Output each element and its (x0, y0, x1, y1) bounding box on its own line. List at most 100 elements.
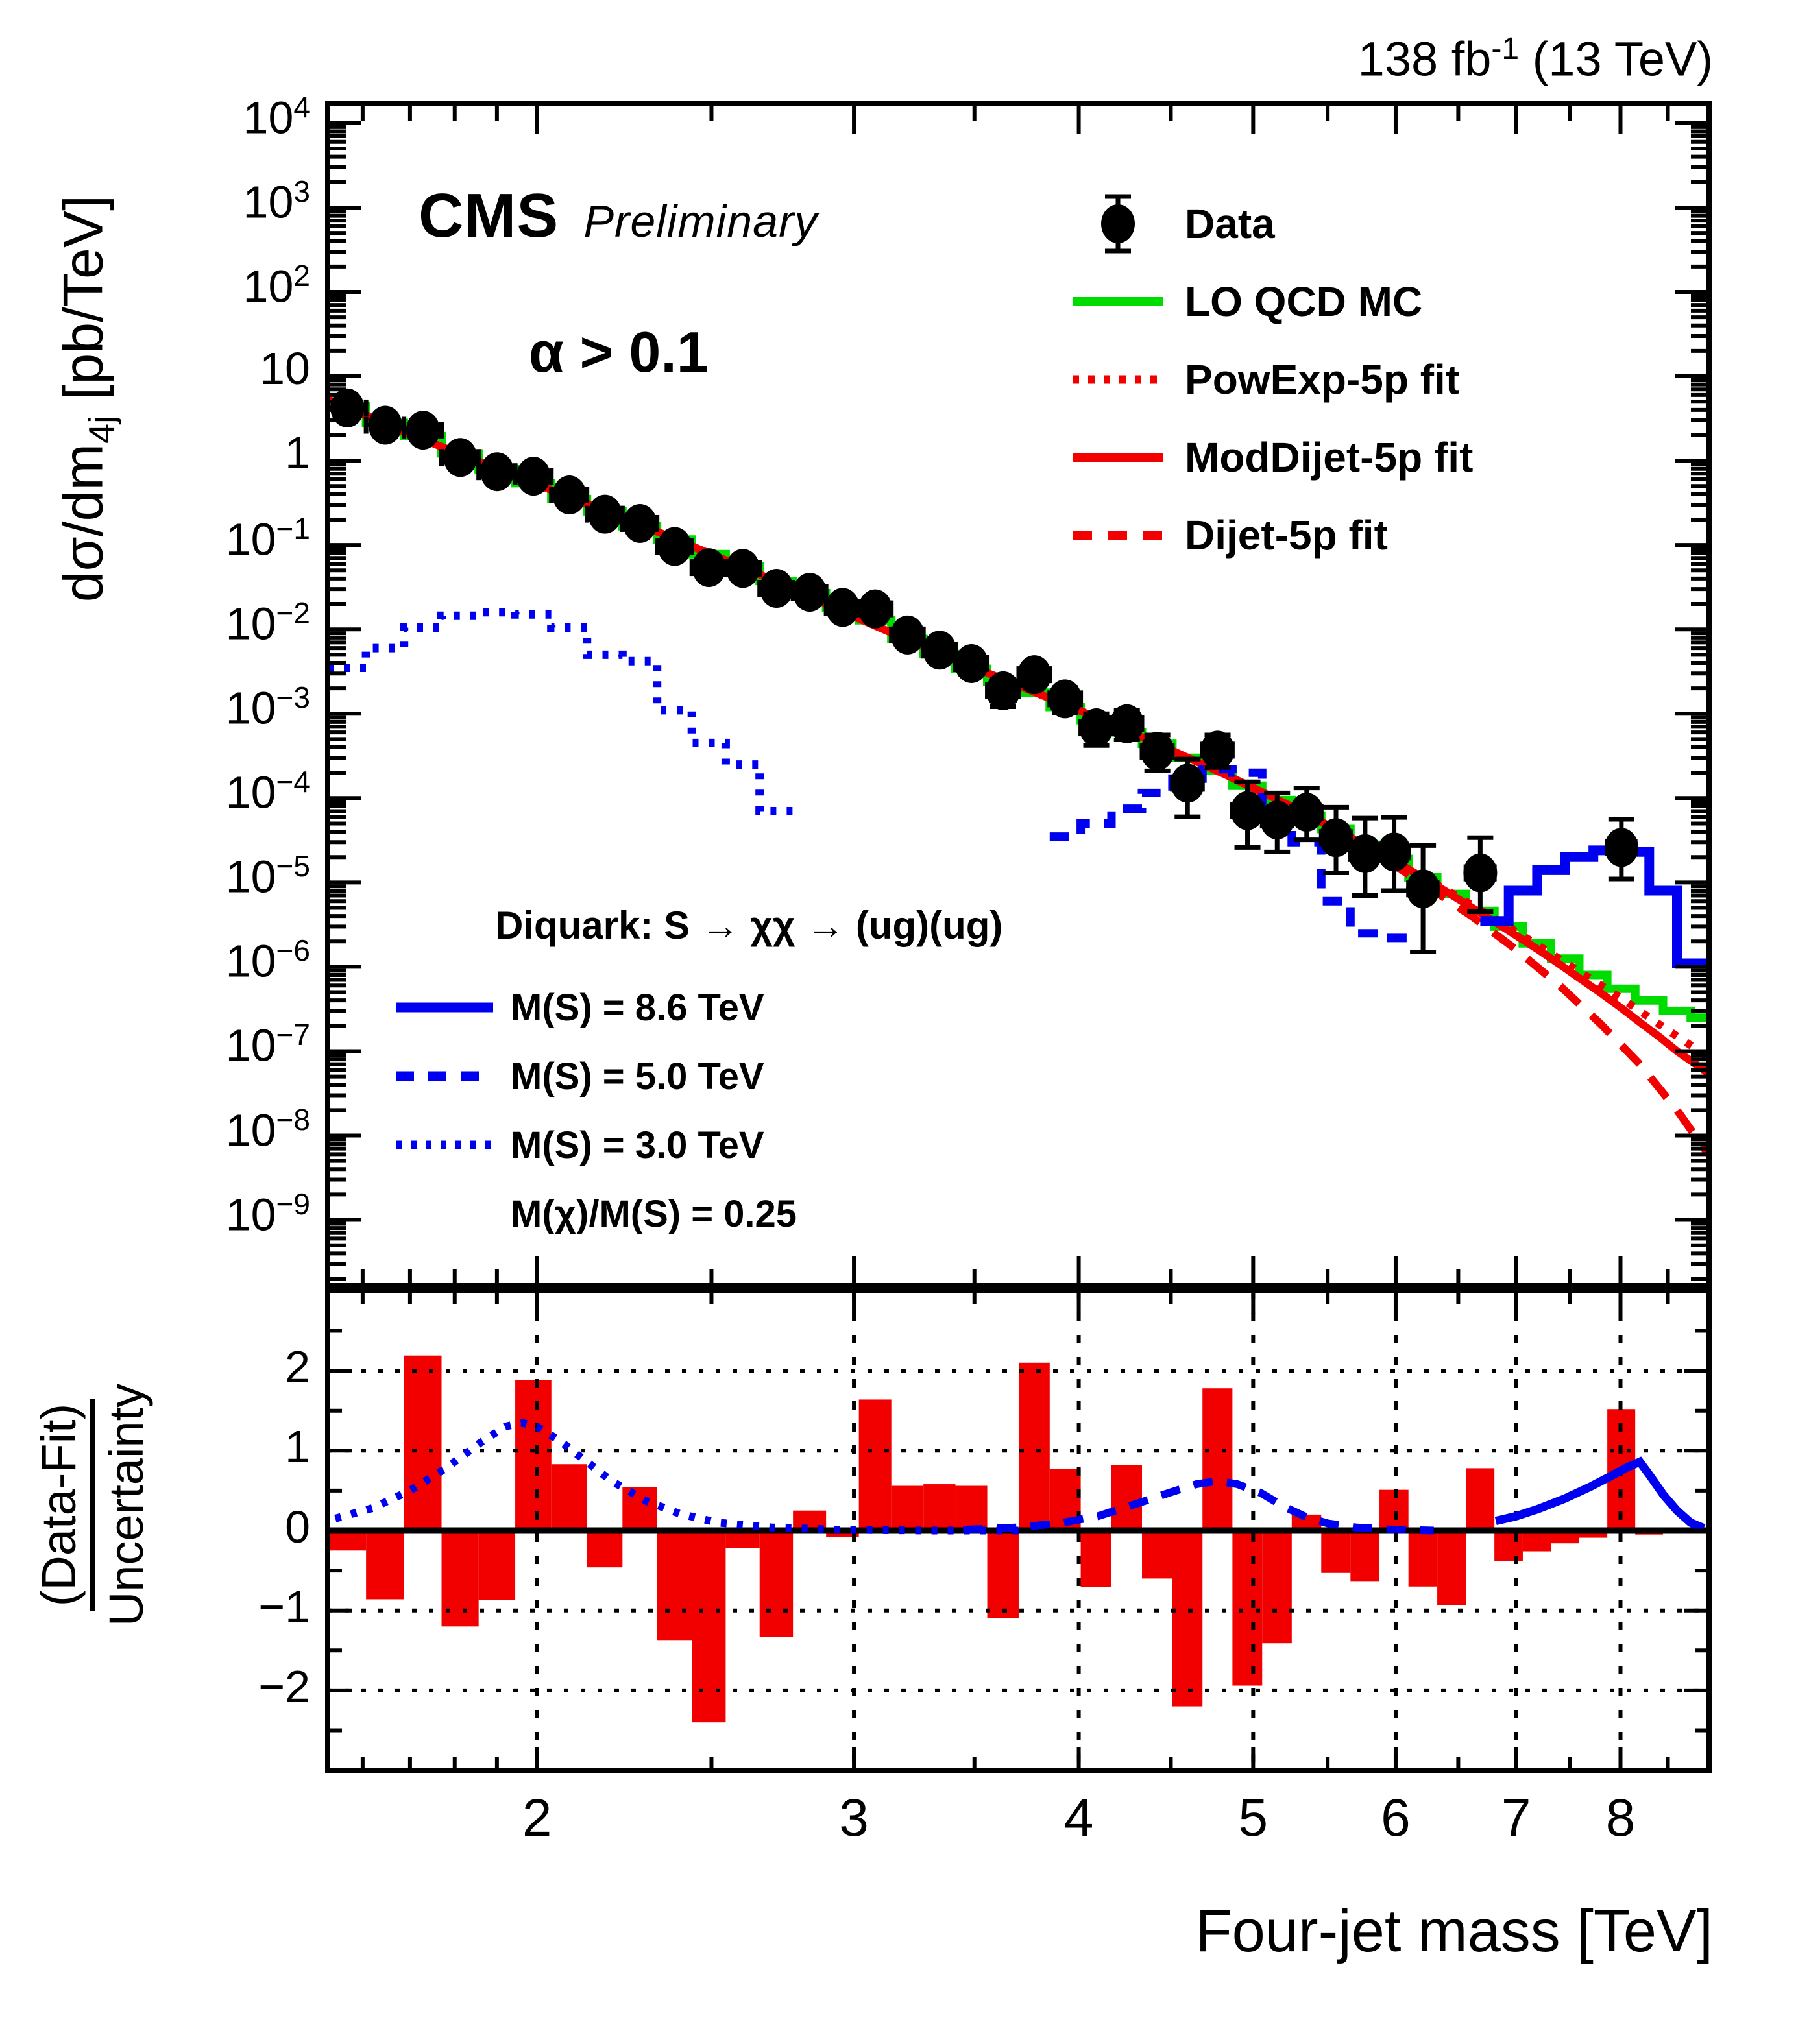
signal-legend-title: Diquark: S → χχ → (ug)(ug) (495, 904, 1003, 947)
pull-tick-label: 1 (285, 1421, 310, 1473)
pull-tick-label: 0 (285, 1501, 310, 1552)
signal-3tev-line (328, 608, 794, 815)
data-point (402, 411, 444, 450)
signal-histograms (328, 608, 1709, 968)
red-solid-line-icon (1073, 453, 1163, 462)
x-tick-label: 3 (839, 1788, 869, 1847)
data-point (585, 494, 625, 534)
fit-curves (326, 396, 1712, 1157)
y-tick-label: 10 (260, 343, 310, 394)
data-point (1200, 730, 1235, 770)
pull-bar (622, 1487, 657, 1531)
x-tick-label: 8 (1605, 1788, 1636, 1847)
pull-bar (657, 1530, 692, 1641)
blue-dashed-line-icon (396, 1071, 493, 1081)
data-point (1259, 790, 1294, 854)
red-dotted-line-icon (1073, 375, 1163, 384)
pull-bar (404, 1355, 442, 1531)
pull-bar (328, 1530, 367, 1551)
pull-bar (1321, 1530, 1351, 1573)
signal-label-30: M(S) = 3.0 TeV (511, 1124, 764, 1166)
pull-bar (1202, 1388, 1233, 1531)
energy-text: (13 TeV) (1519, 32, 1713, 86)
data-point (1463, 835, 1498, 914)
pull-bar (1111, 1465, 1143, 1531)
data-point (1170, 756, 1205, 819)
pull-bar (759, 1530, 794, 1637)
data-point (1377, 815, 1411, 893)
data-point (1318, 804, 1354, 876)
pull-bar (1522, 1530, 1551, 1552)
data-point (1016, 655, 1052, 695)
data-point (757, 569, 795, 608)
pull-bar (1437, 1530, 1466, 1605)
data-point (1406, 843, 1440, 955)
blue-solid-line-icon (396, 1002, 493, 1013)
pull-signal-curves (334, 1419, 1706, 1535)
data-point (1289, 786, 1324, 843)
pull-bar (1466, 1468, 1495, 1531)
green-solid-line-icon (1073, 297, 1163, 306)
y-tick-label: 10−4 (225, 765, 310, 818)
x-tick-label: 2 (522, 1788, 552, 1847)
pull-bar (1579, 1530, 1608, 1538)
x-tick-label: 4 (1063, 1788, 1094, 1847)
luminosity-label: 138 fb-1 (13 TeV) (1358, 31, 1713, 87)
pull-bar (587, 1530, 623, 1568)
legend-item-mc: LO QCD MC (1069, 271, 1422, 333)
pull-bar (366, 1530, 404, 1600)
pull-bars (328, 1355, 1691, 1723)
pull-bar (1018, 1362, 1050, 1531)
pull-signal-3tev-curve (334, 1419, 1028, 1535)
data-point (476, 452, 518, 492)
data-points (325, 388, 1638, 955)
signal-86tev-line (1480, 845, 1709, 968)
pull-bar (1142, 1530, 1172, 1579)
pull-signal-86tev-curve (1494, 1456, 1706, 1532)
legend-label-powexp: PowExp-5p fit (1185, 356, 1460, 403)
pull-bar (891, 1485, 924, 1531)
x-tick-label: 6 (1381, 1788, 1411, 1847)
pull-bar (955, 1485, 988, 1531)
data-point (439, 438, 481, 477)
pull-tick-label: 2 (285, 1341, 310, 1393)
data-point (689, 548, 728, 588)
pull-bar (858, 1399, 892, 1531)
data-point (790, 573, 829, 612)
y-tick-label: 104 (243, 90, 310, 143)
dijet-fit-line (326, 396, 1712, 1157)
data-point (549, 475, 590, 515)
y-tick-label: 10−9 (225, 1186, 310, 1240)
data-point (363, 405, 407, 445)
pull-bar (1494, 1530, 1523, 1561)
data-point (985, 671, 1021, 710)
pull-frame (325, 1288, 1712, 1773)
experiment-label: CMS Preliminary (419, 180, 818, 252)
pull-bar (1080, 1530, 1112, 1587)
legend-label-dijet: Dijet-5p fit (1185, 512, 1388, 559)
signal-item-30: M(S) = 3.0 TeV (393, 1119, 764, 1171)
luminosity-exponent: -1 (1491, 32, 1520, 66)
data-point (823, 588, 862, 627)
data-marker-icon (1101, 194, 1135, 254)
data-point (1604, 817, 1638, 882)
data-point (1078, 708, 1114, 748)
main-frame (325, 101, 1712, 1288)
legend-label-moddijet: ModDijet-5p fit (1185, 434, 1474, 481)
data-point (1047, 679, 1084, 719)
legend-label-mc: LO QCD MC (1185, 278, 1423, 325)
legend-item-data: Data (1069, 193, 1275, 255)
data-point (921, 631, 958, 670)
legend-item-moddijet: ModDijet-5p fit (1069, 426, 1473, 488)
pull-bar (478, 1530, 516, 1600)
pull-bar (987, 1530, 1019, 1619)
pull-bar (1262, 1530, 1292, 1644)
legend-label-data: Data (1185, 200, 1275, 247)
powexp-fit-line (326, 396, 1711, 1061)
y-tick-label: 1 (285, 427, 310, 479)
x-tick-label: 7 (1501, 1788, 1531, 1847)
data-point (1139, 731, 1175, 773)
pull-bar (923, 1484, 956, 1531)
